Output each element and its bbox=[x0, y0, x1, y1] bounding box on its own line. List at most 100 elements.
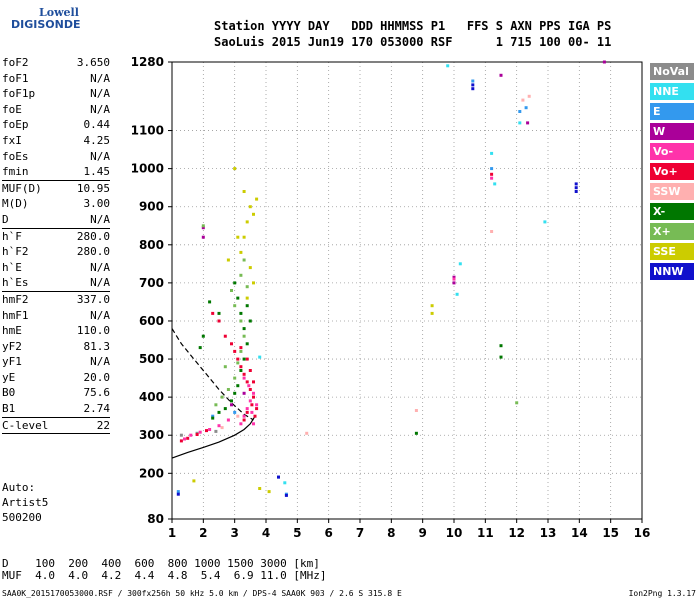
echo-point bbox=[574, 186, 578, 190]
echo-point bbox=[452, 277, 456, 281]
echo-point bbox=[226, 388, 230, 391]
param-row: MUF(D) 10.95 bbox=[2, 181, 110, 197]
echo-point bbox=[230, 403, 233, 407]
echo-point bbox=[414, 431, 418, 435]
x-tick-label: 10 bbox=[446, 526, 463, 540]
version-footer: Ion2Png 1.3.17 bbox=[628, 589, 696, 598]
echo-point bbox=[493, 182, 497, 186]
param-value: N/A bbox=[90, 260, 110, 274]
param-key: hmE bbox=[2, 324, 22, 338]
echo-point bbox=[226, 418, 230, 422]
echo-point bbox=[183, 437, 186, 441]
param-value: 0.44 bbox=[83, 118, 111, 132]
y-tick-label: 300 bbox=[139, 428, 164, 442]
echo-point bbox=[430, 311, 434, 315]
x-tick-label: 13 bbox=[540, 526, 557, 540]
param-row: foF2 3.650 bbox=[2, 55, 110, 71]
y-tick-label: 200 bbox=[139, 466, 164, 480]
echo-point bbox=[305, 431, 309, 435]
echo-point bbox=[236, 361, 240, 365]
legend-item: X- bbox=[650, 203, 694, 220]
echo-point bbox=[242, 418, 246, 422]
param-key: fmin bbox=[2, 165, 29, 179]
lowell-digisonde-logo: Lowell DIGISONDE bbox=[3, 6, 80, 44]
echo-point bbox=[248, 388, 252, 391]
param-value: N/A bbox=[90, 276, 110, 290]
param-value: 22 bbox=[96, 418, 110, 432]
echo-point bbox=[248, 205, 252, 209]
param-row: B1 2.74 bbox=[2, 401, 110, 417]
param-value: 81.3 bbox=[83, 339, 111, 353]
x-tick-label: 7 bbox=[356, 526, 364, 540]
param-value: 2.74 bbox=[83, 402, 111, 416]
muf-d-label: D bbox=[2, 557, 22, 570]
echo-point bbox=[284, 493, 288, 497]
artist-line1: Auto: bbox=[2, 481, 36, 494]
param-row: foF1 N/A bbox=[2, 71, 110, 87]
chart-grid bbox=[172, 62, 642, 519]
echo-point bbox=[233, 304, 237, 308]
echo-point bbox=[208, 428, 212, 431]
echo-point bbox=[242, 334, 246, 338]
param-separator bbox=[2, 416, 110, 418]
echo-point bbox=[236, 384, 240, 388]
echo-point bbox=[543, 220, 547, 224]
echo-point bbox=[245, 357, 249, 361]
echo-point bbox=[283, 481, 287, 485]
echo-point bbox=[195, 433, 199, 436]
echo-point bbox=[245, 407, 249, 411]
muf-table: D 100 200 400 600 800 1000 1500 3000 [km… bbox=[2, 558, 327, 582]
legend-item: X+ bbox=[650, 223, 694, 240]
legend-item: E bbox=[650, 103, 694, 120]
chart-points bbox=[176, 60, 606, 497]
echo-point bbox=[179, 433, 183, 437]
echo-point bbox=[471, 79, 475, 83]
echo-point bbox=[192, 479, 196, 483]
echo-point bbox=[214, 403, 218, 407]
param-key: h`F bbox=[2, 229, 22, 243]
param-row: foF1p N/A bbox=[2, 86, 110, 102]
param-value: N/A bbox=[90, 102, 110, 116]
param-row: yF1 N/A bbox=[2, 354, 110, 370]
y-tick-label: 1280 bbox=[131, 55, 164, 69]
param-key: yF2 bbox=[2, 339, 22, 353]
param-key: M(D) bbox=[2, 197, 29, 211]
echo-point bbox=[236, 357, 240, 361]
echo-point bbox=[236, 296, 240, 300]
legend-item: Vo- bbox=[650, 143, 694, 160]
param-row: M(D) 3.00 bbox=[2, 196, 110, 212]
param-key: yF1 bbox=[2, 355, 22, 369]
y-tick-label: 1100 bbox=[131, 124, 164, 138]
echo-point bbox=[242, 235, 246, 239]
echo-point bbox=[574, 182, 578, 186]
echo-point bbox=[239, 311, 243, 315]
y-tick-label: 1000 bbox=[131, 162, 164, 176]
header-line1: Station YYYY DAY DDD HHMMSS P1 FFS S AXN… bbox=[214, 19, 612, 33]
echo-point bbox=[245, 342, 249, 346]
param-value: 280.0 bbox=[76, 245, 110, 259]
echo-point bbox=[186, 436, 190, 440]
echo-point bbox=[253, 414, 257, 418]
echo-point bbox=[252, 422, 255, 426]
echo-point bbox=[252, 391, 255, 395]
x-tick-label: 1 bbox=[168, 526, 176, 540]
param-separator bbox=[2, 433, 110, 435]
param-row: D N/A bbox=[2, 212, 110, 228]
x-tick-label: 5 bbox=[293, 526, 301, 540]
x-tick-label: 2 bbox=[199, 526, 207, 540]
x-tick-label: 9 bbox=[418, 526, 426, 540]
echo-point bbox=[211, 311, 215, 315]
x-tick-label: 6 bbox=[324, 526, 332, 540]
echo-point bbox=[217, 410, 221, 414]
echo-point bbox=[220, 395, 224, 399]
echo-point bbox=[176, 492, 180, 496]
legend-item: SSE bbox=[650, 243, 694, 260]
plot-frame bbox=[171, 61, 643, 520]
param-key: h`E bbox=[2, 260, 22, 274]
legend-item: W bbox=[650, 123, 694, 140]
param-separator bbox=[2, 227, 110, 229]
echo-point bbox=[250, 403, 254, 407]
param-row: hmF2 337.0 bbox=[2, 292, 110, 308]
echo-point bbox=[239, 346, 243, 350]
